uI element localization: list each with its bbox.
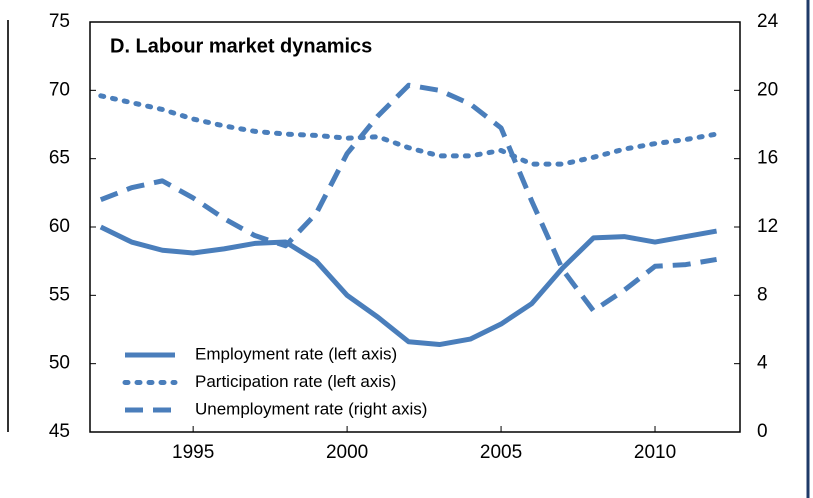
y-tick-label: 55 bbox=[49, 284, 70, 305]
legend-label: Unemployment rate (right axis) bbox=[195, 399, 427, 418]
y2-tick-label: 0 bbox=[757, 421, 768, 442]
y-tick-label: 70 bbox=[49, 79, 70, 100]
legend-label: Employment rate (left axis) bbox=[195, 344, 397, 363]
y2-tick-label: 24 bbox=[757, 11, 779, 32]
y-tick-label: 75 bbox=[49, 11, 70, 32]
y2-tick-label: 20 bbox=[757, 79, 778, 100]
y2-tick-label: 12 bbox=[757, 216, 778, 237]
x-tick-label: 2000 bbox=[326, 442, 368, 463]
y-tick-label: 45 bbox=[49, 421, 70, 442]
plot-frame bbox=[89, 21, 741, 433]
x-tick-label: 2010 bbox=[634, 442, 676, 463]
y-tick-label: 60 bbox=[49, 216, 70, 237]
series-line bbox=[99, 82, 718, 314]
x-tick-label: 1995 bbox=[172, 442, 214, 463]
series-line bbox=[98, 93, 720, 167]
y2-tick-label: 4 bbox=[757, 353, 768, 374]
x-tick-label: 2005 bbox=[480, 442, 522, 463]
chart-title: D. Labour market dynamics bbox=[110, 35, 372, 57]
y-tick-label: 50 bbox=[49, 353, 70, 374]
series-line bbox=[99, 224, 718, 348]
y2-tick-label: 16 bbox=[757, 148, 778, 169]
y2-tick-label: 8 bbox=[757, 284, 768, 305]
legend-label: Participation rate (left axis) bbox=[195, 372, 396, 391]
y-tick-label: 65 bbox=[49, 148, 70, 169]
